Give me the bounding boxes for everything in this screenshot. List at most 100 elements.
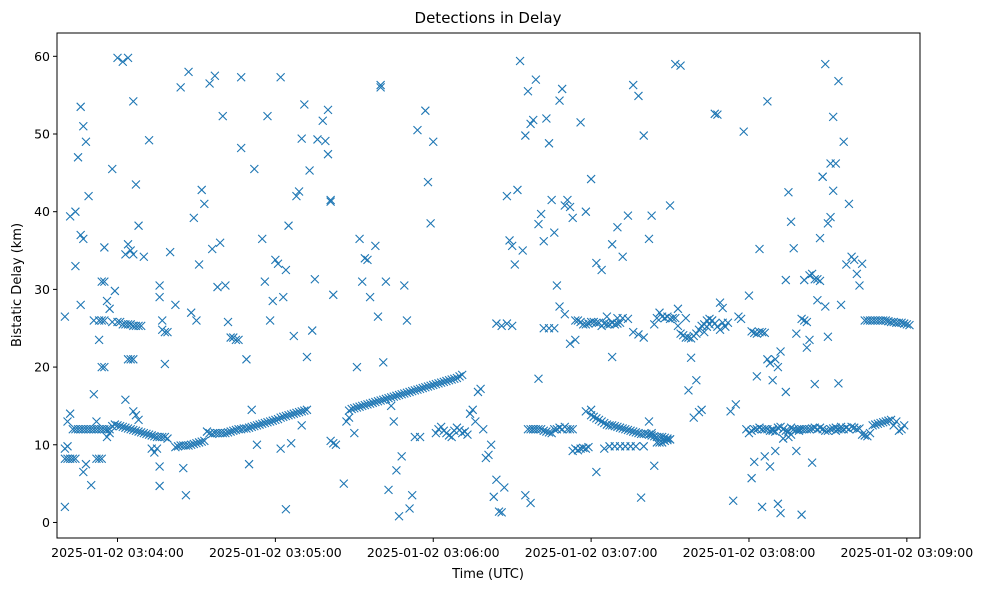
data-point [705,319,714,329]
data-point [765,462,775,471]
data-point [118,422,128,432]
data-point [789,243,799,253]
data-point [586,405,596,415]
data-point [615,318,625,328]
data-point [384,485,393,495]
data-point [236,143,246,153]
data-point [428,137,438,147]
data-point [636,493,646,502]
data-point [110,420,120,429]
data-point [531,75,541,85]
data-point [657,438,667,447]
data-point [228,426,238,436]
data-point [539,426,549,436]
data-point [591,258,601,268]
data-point [407,386,417,396]
data-point [549,228,559,238]
data-point [113,420,122,430]
data-point [699,327,709,337]
data-point [831,426,841,436]
data-point [902,319,912,329]
data-point [820,426,830,436]
data-point [223,427,233,437]
data-point [221,281,230,290]
data-point [386,401,396,411]
data-point [81,459,91,469]
data-point [420,106,430,116]
data-point [257,419,267,429]
data-point [352,403,362,412]
data-point [528,424,538,434]
data-point [781,426,791,436]
data-point [160,327,170,337]
data-point [676,61,685,71]
data-point [384,393,393,403]
data-point [757,327,767,337]
data-point [328,290,338,300]
data-point [520,490,530,500]
data-point [836,422,846,432]
data-point [381,394,391,404]
data-point [326,195,336,205]
data-point [686,353,696,363]
data-point [123,53,133,63]
data-point [78,121,88,131]
data-point [352,362,362,372]
data-point [805,335,814,345]
data-point [328,438,338,448]
data-point [799,275,809,285]
data-point [423,382,433,391]
data-point [402,316,412,325]
data-point [331,440,341,450]
data-point [465,409,475,419]
data-point [81,137,91,147]
data-point [723,318,733,328]
data-point [157,316,167,325]
data-point [563,195,572,205]
data-point [344,413,354,422]
data-point [405,387,414,397]
data-point [399,281,409,290]
data-point [815,423,825,433]
data-point [389,392,399,401]
data-point [349,428,359,438]
data-point [810,274,820,284]
data-point [763,96,772,106]
data-point [302,405,312,415]
data-point [510,260,520,269]
data-point [323,105,333,115]
data-point [581,406,591,416]
data-point [597,417,607,426]
data-point [278,412,288,422]
data-point [647,211,657,220]
data-point [155,462,165,471]
data-point [823,332,833,342]
data-point [528,115,538,125]
data-point [236,72,246,82]
data-point [855,281,864,290]
data-point [292,191,301,201]
data-point [770,354,780,364]
data-point [307,326,317,335]
data-point [713,110,722,119]
data-point [263,111,272,121]
data-point [610,421,620,431]
data-point [815,276,825,286]
data-point [423,177,433,187]
data-point [134,221,143,231]
data-point [710,109,720,119]
data-point [360,253,370,263]
data-point [568,424,578,434]
data-point [73,152,83,162]
data-point [589,412,599,422]
data-point [860,431,870,440]
data-point [439,377,449,387]
data-point [263,417,272,427]
data-point [347,404,357,414]
data-point [586,174,596,184]
data-point [602,312,612,321]
data-point [97,277,107,287]
data-point [370,241,380,251]
data-point [649,461,659,471]
data-point [378,395,388,405]
